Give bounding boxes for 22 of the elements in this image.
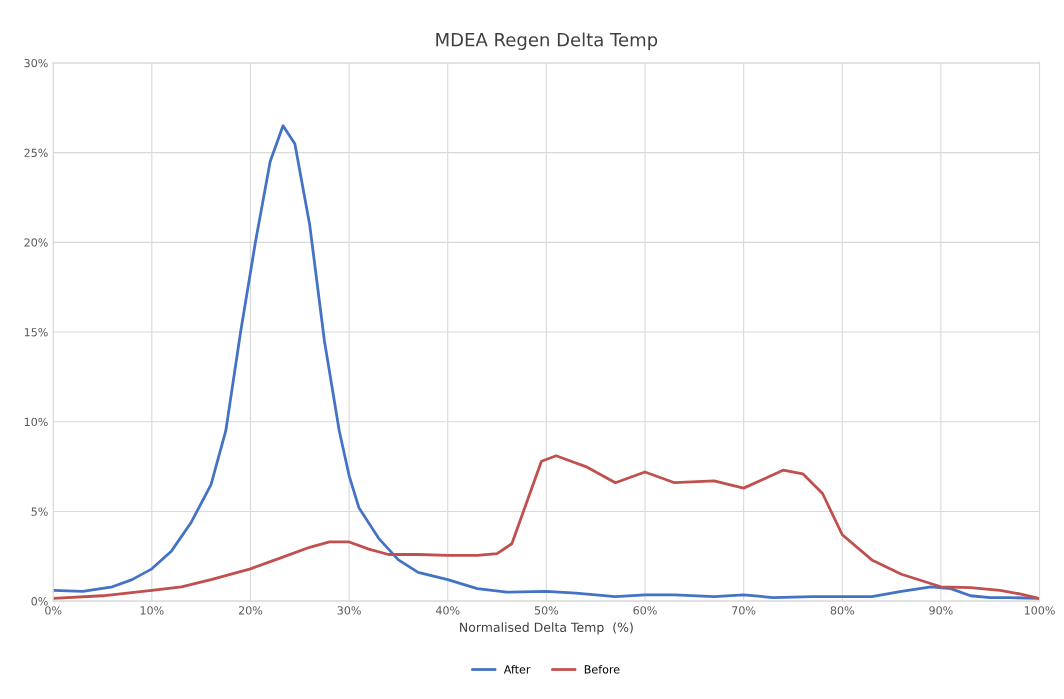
y-tick-label: 30% <box>24 58 48 68</box>
y-tick-label: 5% <box>31 507 48 516</box>
x-tick-label: 50% <box>534 606 559 615</box>
legend-label: After <box>503 664 531 674</box>
chart-title: MDEA Regen Delta Temp <box>436 32 658 50</box>
legend-label: Before <box>584 664 620 674</box>
x-axis-title: Normalised Delta Temp (%) <box>460 622 633 635</box>
x-tick-label: 80% <box>830 606 854 615</box>
x-tick-label: 10% <box>140 606 164 615</box>
y-tick-label: 0% <box>31 597 48 606</box>
x-tick-label: 40% <box>435 606 460 615</box>
x-tick-label: 30% <box>337 606 361 615</box>
y-tick-label: 15% <box>24 328 48 337</box>
y-tick-label: 10% <box>24 417 48 427</box>
y-tick-label: 25% <box>24 148 48 157</box>
x-tick-label: 20% <box>238 606 263 615</box>
x-tick-label: 70% <box>732 606 756 615</box>
x-tick-label: 0% <box>45 606 62 615</box>
y-tick-label: 20% <box>24 238 48 247</box>
x-tick-label: 60% <box>633 606 657 615</box>
x-tick-label: 100% <box>1024 606 1055 615</box>
x-tick-label: 90% <box>929 606 953 615</box>
